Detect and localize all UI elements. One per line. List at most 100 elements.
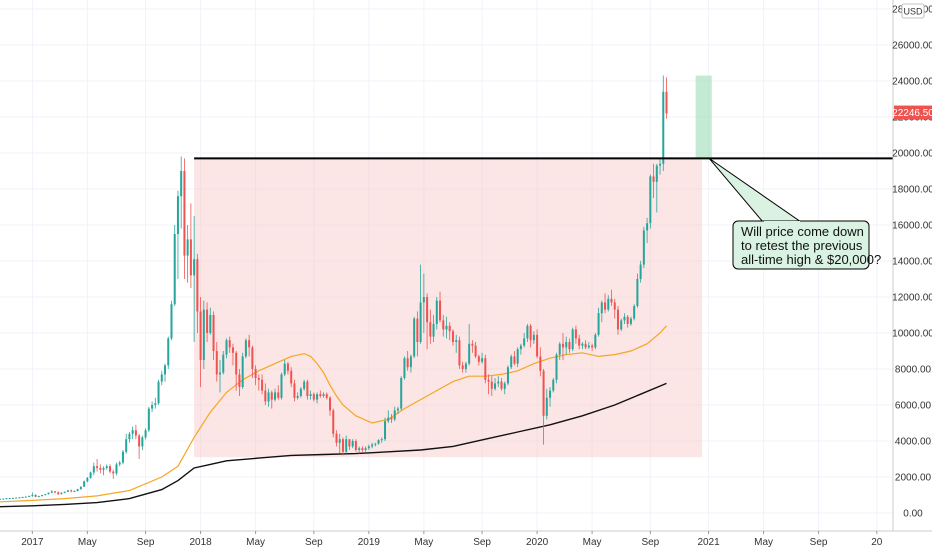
candle-body-148 (477, 356, 480, 362)
candle-body-93 (299, 388, 302, 396)
candle-body-85 (274, 392, 277, 400)
candle-body-157 (506, 367, 509, 384)
candle-body-40 (128, 433, 131, 440)
candle-body-145 (468, 343, 471, 364)
candle-body-7 (21, 496, 24, 498)
y-tick-label-0: 0.00 (903, 509, 923, 520)
candle-body-46 (147, 408, 150, 431)
candle-body-205 (662, 91, 665, 164)
candle-body-76 (244, 340, 247, 357)
candle-body-201 (649, 176, 652, 224)
y-axis[interactable]: 0.00 2000.00 4000.00 6000.00 8000.00 10000.00… (892, 0, 932, 531)
candle-body-96 (309, 394, 312, 396)
candle-body-45 (144, 430, 147, 438)
candle-body-202 (652, 176, 655, 182)
candle-body-84 (270, 392, 273, 400)
candle-body-181 (584, 343, 587, 348)
candle-body-180 (581, 343, 584, 346)
candle-body-51 (164, 365, 167, 375)
candle-body-68 (219, 372, 222, 375)
y-tick-label-9: 18000.00 (892, 185, 932, 196)
candle-body-167 (539, 356, 542, 371)
candle-body-69 (222, 354, 225, 373)
candle-body-87 (280, 374, 283, 398)
candle-body-200 (646, 223, 649, 231)
candle-body-141 (455, 340, 458, 342)
candle-body-131 (422, 297, 425, 303)
candle-body-44 (141, 437, 144, 447)
candle-body-98 (316, 394, 319, 400)
candle-body-128 (413, 318, 416, 357)
candle-body-14 (44, 494, 47, 496)
candle-body-52 (167, 338, 170, 366)
x-tick-label-15: 20 (871, 537, 883, 548)
candle-body-89 (286, 363, 289, 371)
candle-body-197 (636, 279, 639, 306)
candle-body-16 (50, 491, 53, 493)
candle-body-56 (180, 171, 183, 197)
candle-body-164 (529, 325, 532, 341)
ma-50-line (0, 325, 667, 503)
candle-body-160 (516, 349, 519, 364)
y-tick-label-10: 20000.00 (892, 149, 932, 160)
candle-body-43 (138, 435, 141, 447)
candle-body-108 (348, 439, 351, 447)
x-tick-label-2: Sep (137, 537, 155, 548)
candle-body-113 (364, 448, 367, 450)
candle-body-97 (312, 394, 315, 400)
candle-body-25 (79, 486, 82, 490)
x-axis[interactable]: 2017 May Sep 2018 May Sep 2019 May Sep 2020 May Sep… (0, 530, 932, 548)
candle-body-72 (231, 347, 234, 353)
candle-body-17 (54, 491, 57, 493)
x-tick-label-10: May (583, 537, 602, 548)
candle-body-75 (241, 356, 244, 387)
candle-body-78 (251, 347, 254, 369)
callout-box (732, 220, 870, 270)
x-tick-label-13: May (754, 537, 773, 548)
candle-body-26 (83, 481, 86, 487)
candle-body-117 (377, 440, 380, 444)
candle-body-193 (623, 316, 626, 321)
candle-body-77 (248, 340, 251, 348)
candle-body-136 (439, 300, 442, 321)
moving-averages (0, 325, 667, 508)
candle-body-5 (15, 497, 18, 499)
candle-body-153 (494, 383, 497, 389)
candle-body-15 (47, 492, 50, 495)
candle-body-137 (442, 320, 445, 330)
candle-body-37 (118, 462, 121, 465)
candle-body-58 (186, 239, 189, 256)
candle-body-103 (332, 410, 335, 434)
candle-body-28 (89, 472, 92, 478)
candle-body-105 (338, 439, 341, 443)
candle-body-29 (92, 466, 95, 473)
x-tick-label-6: 2019 (358, 537, 381, 548)
candle-body-99 (319, 394, 322, 396)
candle-body-49 (157, 381, 160, 404)
candle-body-142 (458, 340, 461, 366)
candle-body-47 (151, 405, 154, 409)
candle-body-122 (393, 410, 396, 420)
candle-body-0 (0, 498, 2, 500)
candle-body-92 (296, 396, 299, 398)
x-tick-label-0: 2017 (21, 537, 44, 548)
candle-body-3 (8, 498, 11, 500)
candle-body-125 (403, 358, 406, 378)
candle-body-127 (409, 356, 412, 368)
candle-body-188 (607, 298, 610, 310)
candle-body-82 (264, 390, 267, 402)
candle-body-114 (367, 446, 370, 449)
candles (0, 75, 668, 500)
x-tick-label-9: 2020 (526, 537, 549, 548)
x-tick-label-7: May (414, 537, 433, 548)
candle-body-34 (109, 466, 112, 472)
candle-body-24 (76, 489, 79, 492)
candle-body-101 (325, 394, 328, 398)
candle-body-183 (591, 345, 594, 348)
candle-body-27 (86, 477, 89, 482)
candle-body-65 (209, 315, 212, 333)
consolidation-zone (194, 158, 703, 458)
y-tick-label-2: 4000.00 (895, 437, 932, 448)
